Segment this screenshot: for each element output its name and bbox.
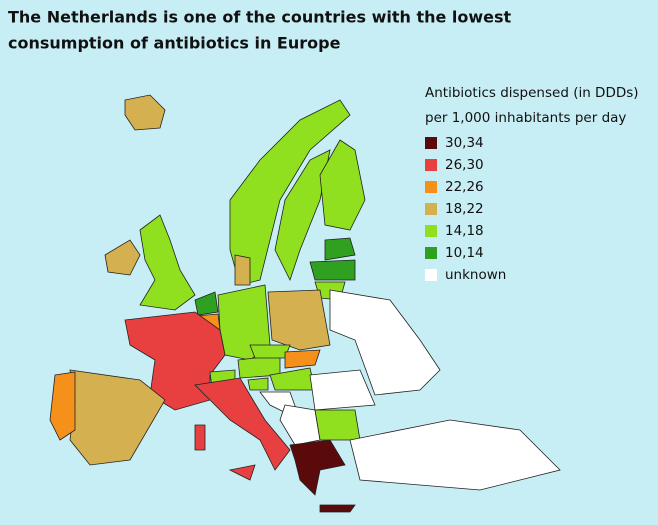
- country: [289, 439, 346, 496]
- legend-swatch: [425, 269, 437, 281]
- country: [267, 289, 331, 351]
- country: [49, 371, 76, 441]
- legend-label: 26,30: [445, 157, 484, 173]
- legend-title: per 1,000 inhabitants per day: [425, 110, 626, 126]
- legend-label: 30,34: [445, 135, 484, 151]
- country: [329, 289, 441, 396]
- country: [309, 369, 376, 411]
- country: [228, 464, 256, 481]
- country: [279, 404, 321, 446]
- legend-label: 14,18: [445, 223, 484, 239]
- country: [314, 409, 361, 441]
- country: [319, 139, 366, 231]
- legend-swatch: [425, 203, 437, 215]
- country: [349, 419, 561, 491]
- country: [309, 259, 356, 281]
- country: [69, 369, 166, 466]
- legend-swatch: [425, 247, 437, 259]
- legend-label: 22,26: [445, 179, 484, 195]
- country: [194, 291, 219, 316]
- legend-title: Antibiotics dispensed (in DDDs): [425, 85, 639, 101]
- country: [194, 377, 291, 471]
- countries: [49, 94, 561, 513]
- country: [284, 349, 321, 369]
- country: [194, 424, 206, 451]
- title-line: The Netherlands is one of the countries …: [8, 8, 512, 27]
- country: [249, 344, 291, 359]
- country: [139, 214, 196, 311]
- legend-swatch: [425, 181, 437, 193]
- legend-swatch: [425, 137, 437, 149]
- title-line: consumption of antibiotics in Europe: [8, 34, 341, 53]
- legend-label: 18,22: [445, 201, 484, 217]
- legend-label: unknown: [445, 267, 506, 283]
- legend-swatch: [425, 159, 437, 171]
- country: [104, 239, 141, 276]
- country: [319, 504, 356, 513]
- legend-swatch: [425, 225, 437, 237]
- country: [234, 254, 251, 286]
- country: [247, 377, 269, 391]
- legend-label: 10,14: [445, 245, 484, 261]
- country: [124, 94, 166, 131]
- country: [324, 237, 356, 261]
